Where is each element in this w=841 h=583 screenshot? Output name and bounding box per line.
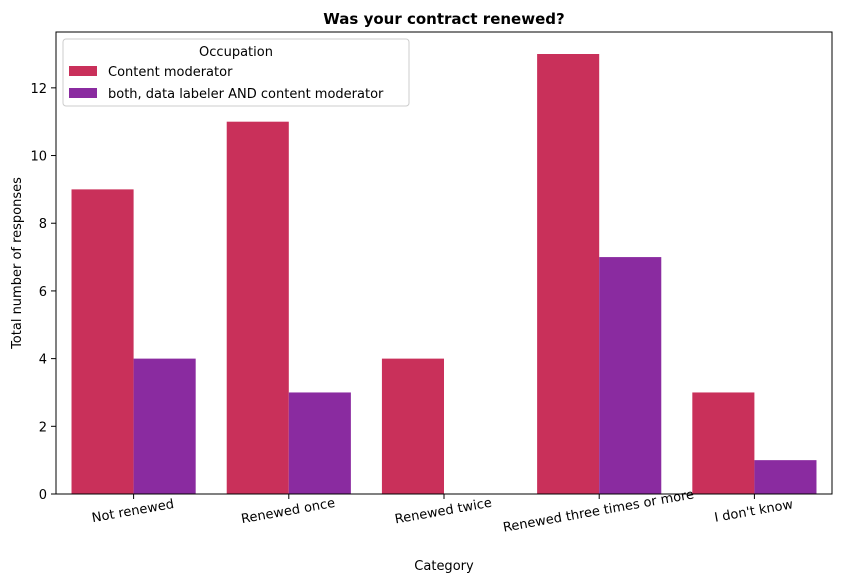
legend-label-content-moderator: Content moderator [108, 65, 233, 80]
plot-area: Not renewed Renewed once Renewed twice Rene… [30, 54, 817, 536]
bar-both-0 [133, 358, 196, 494]
x-tick-label: Renewed three times or more [502, 487, 695, 535]
x-tick-label: I don't know [713, 497, 794, 526]
y-tick-label: 4 [39, 353, 47, 368]
y-tick-label: 10 [30, 150, 47, 165]
y-tick-label: 6 [39, 285, 47, 300]
x-tick-label: Renewed once [240, 496, 336, 527]
x-axis-label: Category [414, 559, 474, 574]
legend-swatch-both [69, 88, 97, 98]
bar-both-1 [288, 392, 351, 494]
legend: Occupation Content moderator both, data … [62, 38, 410, 107]
bar-both-4 [754, 460, 817, 494]
chart-title: Was your contract renewed? [323, 10, 564, 28]
y-tick-label: 2 [39, 420, 47, 435]
x-tick-label: Renewed twice [394, 496, 493, 528]
legend-swatch-content-moderator [69, 66, 97, 76]
y-tick-label: 0 [39, 488, 47, 503]
bar-content-moderator-0 [71, 189, 134, 494]
bar-both-3 [599, 257, 662, 494]
bar-content-moderator-2 [381, 358, 444, 494]
bar-content-moderator-4 [692, 392, 755, 494]
legend-title: Occupation [199, 45, 273, 60]
legend-box [62, 38, 410, 107]
y-tick-label: 12 [30, 82, 47, 97]
y-tick-label: 8 [39, 217, 47, 232]
legend-label-both: both, data labeler AND content moderator [108, 87, 384, 102]
bar-content-moderator-3 [537, 54, 600, 494]
y-axis-label: Total number of responses [10, 177, 25, 350]
plot-frame [55, 31, 833, 495]
bar-content-moderator-1 [226, 121, 289, 494]
x-tick-label: Not renewed [91, 497, 175, 526]
